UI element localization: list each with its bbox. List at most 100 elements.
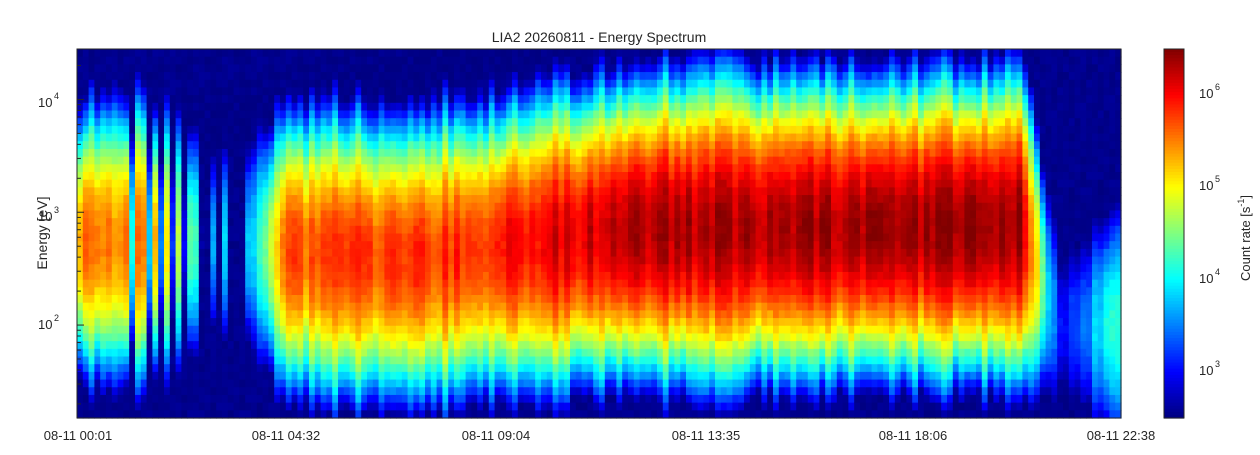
colorbar-segment [1164, 147, 1184, 152]
heatmap-cell [662, 187, 670, 196]
heatmap-cell [140, 172, 148, 181]
heatmap-cell [309, 364, 316, 373]
heatmap-cell [616, 371, 623, 381]
heatmap-cell [158, 394, 165, 404]
heatmap-cell [198, 371, 206, 381]
heatmap-cell [297, 371, 304, 381]
colorbar-segment [1164, 291, 1184, 296]
heatmap-cell [372, 371, 380, 381]
heatmap-cell [239, 210, 246, 219]
heatmap-cell [442, 364, 449, 373]
heatmap-cell [227, 348, 235, 358]
heatmap-cell [488, 79, 496, 89]
heatmap-cell [483, 210, 490, 219]
heatmap-cell [465, 156, 472, 165]
heatmap-cell [564, 371, 571, 381]
heatmap-cell [645, 95, 652, 104]
heatmap-cell [552, 356, 559, 365]
heatmap-cell [303, 141, 310, 150]
heatmap-cell [303, 225, 310, 235]
heatmap-cell [181, 64, 188, 73]
heatmap-cell [146, 302, 153, 311]
heatmap-cell [285, 410, 293, 419]
heatmap-cell [442, 287, 449, 296]
heatmap-cell [262, 302, 269, 311]
heatmap-cell [477, 379, 484, 388]
heatmap-cell [256, 195, 264, 204]
heatmap-cell [268, 364, 275, 373]
heatmap-cell [326, 287, 333, 296]
heatmap-cell [396, 310, 403, 319]
heatmap-cell [384, 256, 391, 265]
heatmap-cell [187, 364, 194, 373]
heatmap-cell [610, 325, 617, 335]
heatmap-cell [529, 172, 536, 181]
heatmap-cell [378, 295, 385, 304]
heatmap-cell [320, 333, 327, 342]
heatmap-cell [193, 187, 200, 196]
heatmap-cell [448, 264, 455, 273]
heatmap-cell [152, 195, 159, 204]
heatmap-cell [262, 402, 269, 411]
heatmap-cell [436, 387, 443, 396]
heatmap-cell [419, 133, 426, 142]
heatmap-cell [517, 264, 525, 273]
heatmap-cell [204, 125, 211, 135]
heatmap-cell [338, 56, 345, 65]
heatmap-cell [140, 310, 148, 319]
heatmap-cell [419, 187, 426, 196]
heatmap-cell [558, 371, 565, 381]
heatmap-cell [488, 287, 496, 296]
heatmap-cell [459, 379, 467, 388]
heatmap-cell [639, 56, 646, 65]
heatmap-cell [158, 87, 165, 96]
heatmap-cell [291, 218, 298, 227]
heatmap-cell [355, 125, 362, 135]
heatmap-cell [396, 279, 403, 288]
heatmap-cell [349, 264, 356, 273]
heatmap-cell [529, 295, 536, 304]
heatmap-cell [628, 279, 635, 288]
heatmap-cell [523, 241, 530, 250]
heatmap-cell [546, 364, 554, 373]
heatmap-cell [262, 271, 269, 281]
heatmap-cell [448, 79, 455, 89]
heatmap-cell [500, 156, 507, 165]
heatmap-cell [535, 118, 542, 127]
heatmap-cell [303, 72, 310, 81]
heatmap-cell [401, 148, 409, 158]
heatmap-cell [245, 210, 252, 219]
heatmap-cell [657, 156, 664, 165]
colorbar-segment [1164, 138, 1184, 142]
heatmap-cell [140, 202, 148, 212]
heatmap-cell [372, 279, 380, 288]
heatmap-cell [349, 248, 356, 258]
heatmap-cell [227, 279, 235, 288]
heatmap-cell [610, 371, 617, 381]
heatmap-cell [309, 379, 316, 388]
heatmap-cell [622, 325, 629, 335]
heatmap-cell [581, 271, 588, 281]
heatmap-cell [564, 133, 571, 142]
heatmap-cell [210, 271, 217, 281]
heatmap-cell [436, 248, 443, 258]
heatmap-cell [500, 148, 507, 158]
heatmap-cell [616, 64, 623, 73]
heatmap-cell [523, 410, 530, 419]
heatmap-cell [285, 341, 293, 350]
heatmap-cell [628, 64, 635, 73]
heatmap-cell [465, 325, 472, 335]
heatmap-cell [639, 87, 646, 96]
heatmap-cell [570, 64, 577, 73]
heatmap-cell [140, 264, 148, 273]
heatmap-cell [610, 72, 617, 81]
heatmap-cell [477, 394, 484, 404]
heatmap-cell [425, 310, 432, 319]
heatmap-cell [164, 87, 171, 96]
heatmap-cell [506, 141, 513, 150]
heatmap-cell [581, 164, 588, 173]
heatmap-cell [401, 56, 409, 65]
heatmap-cell [320, 410, 327, 419]
heatmap-cell [262, 218, 269, 227]
heatmap-cell [320, 225, 327, 235]
